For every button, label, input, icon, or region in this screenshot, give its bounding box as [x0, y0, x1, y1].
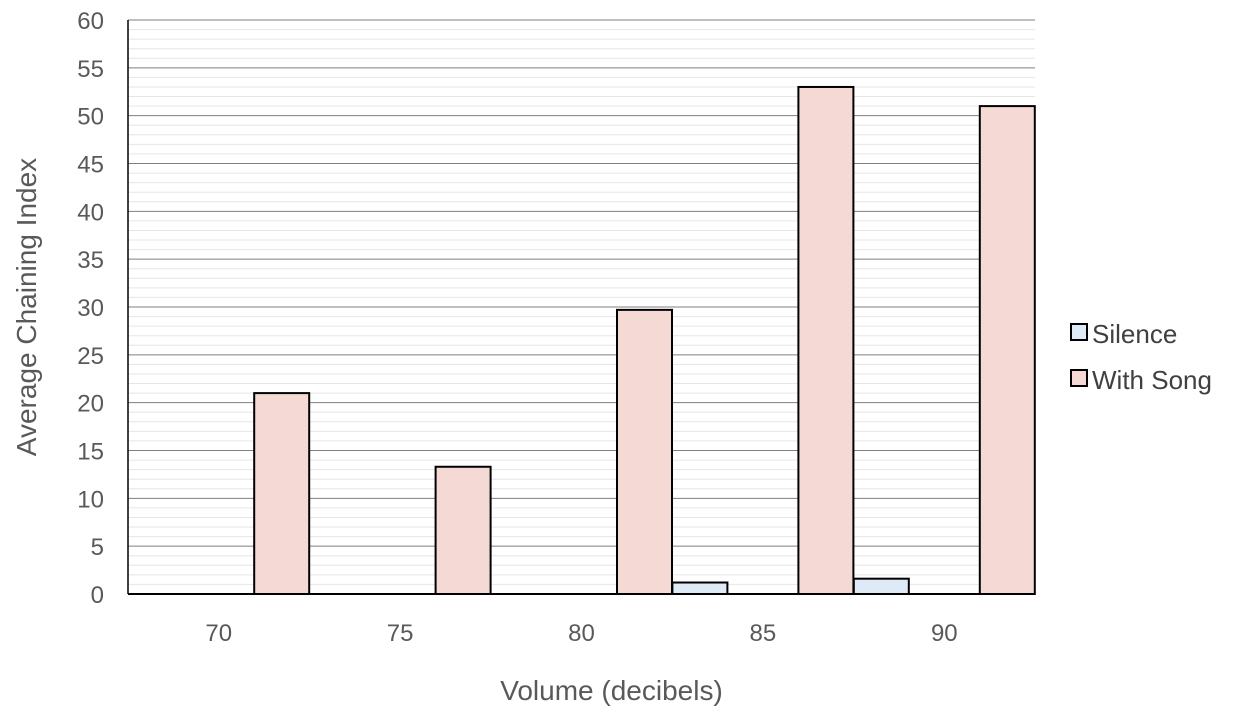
bar-silence-85	[671, 581, 729, 596]
x-tick-label: 90	[931, 620, 958, 647]
y-tick-label: 55	[77, 56, 104, 83]
y-tick-label: 0	[91, 582, 104, 609]
y-tick-label: 30	[77, 295, 104, 322]
y-tick-label: 50	[77, 104, 104, 131]
x-tick-label: 70	[205, 620, 232, 647]
x-tick-labels: 70 75 80 85 90	[205, 620, 957, 647]
y-tick-label: 10	[77, 486, 104, 513]
x-tick-label: 80	[568, 620, 595, 647]
y-tick-label: 15	[77, 439, 104, 466]
y-tick-labels: 0 5 10 15 20 25 30 35 40 45 50 55 60	[77, 8, 104, 609]
bar-with-song-80	[616, 308, 673, 595]
y-tick-label: 40	[77, 199, 104, 226]
y-tick-label: 5	[91, 534, 104, 561]
y-tick-label: 20	[77, 391, 104, 418]
legend-swatch	[1070, 369, 1088, 387]
y-tick-label: 25	[77, 343, 104, 370]
y-tick-label: 45	[77, 152, 104, 179]
legend: Silence With Song	[1070, 319, 1212, 395]
bar-with-song-85	[797, 85, 855, 595]
legend-swatch	[1070, 323, 1088, 341]
legend-label: With Song	[1092, 365, 1212, 395]
y-axis-title: Average Chaining Index	[11, 158, 42, 456]
y-tick-label: 60	[77, 8, 104, 35]
y-tick-label: 35	[77, 247, 104, 274]
legend-label: Silence	[1092, 319, 1177, 349]
bar-silence-90	[852, 577, 910, 596]
bars-group	[253, 85, 1036, 596]
x-tick-label: 75	[387, 620, 414, 647]
x-tick-label: 85	[750, 620, 777, 647]
bar-with-song-75	[434, 465, 492, 595]
bar-with-song-70	[253, 392, 311, 595]
bar-with-song-90	[978, 105, 1036, 595]
major-gridlines	[128, 19, 1035, 547]
x-axis-title: Volume (decibels)	[500, 675, 723, 706]
